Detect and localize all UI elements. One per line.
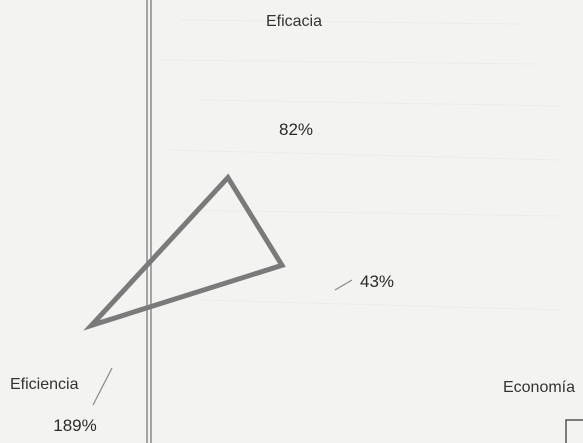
data-label-eficacia: 82% (279, 120, 313, 139)
data-label-eficiencia: 189% (53, 416, 96, 435)
data-label-economia: 43% (360, 272, 394, 291)
axis-label-eficiencia: Eficiencia (10, 376, 79, 393)
leader-line-eficiencia (92, 367, 113, 406)
vertical-double-rule (146, 0, 152, 443)
axis-label-eficacia: Eficacia (266, 13, 322, 30)
leader-line-economia (334, 279, 353, 291)
axis-label-economia: Economía (503, 379, 575, 396)
series-polygon (83, 173, 286, 331)
corner-box (565, 419, 583, 443)
background-texture (159, 19, 561, 311)
